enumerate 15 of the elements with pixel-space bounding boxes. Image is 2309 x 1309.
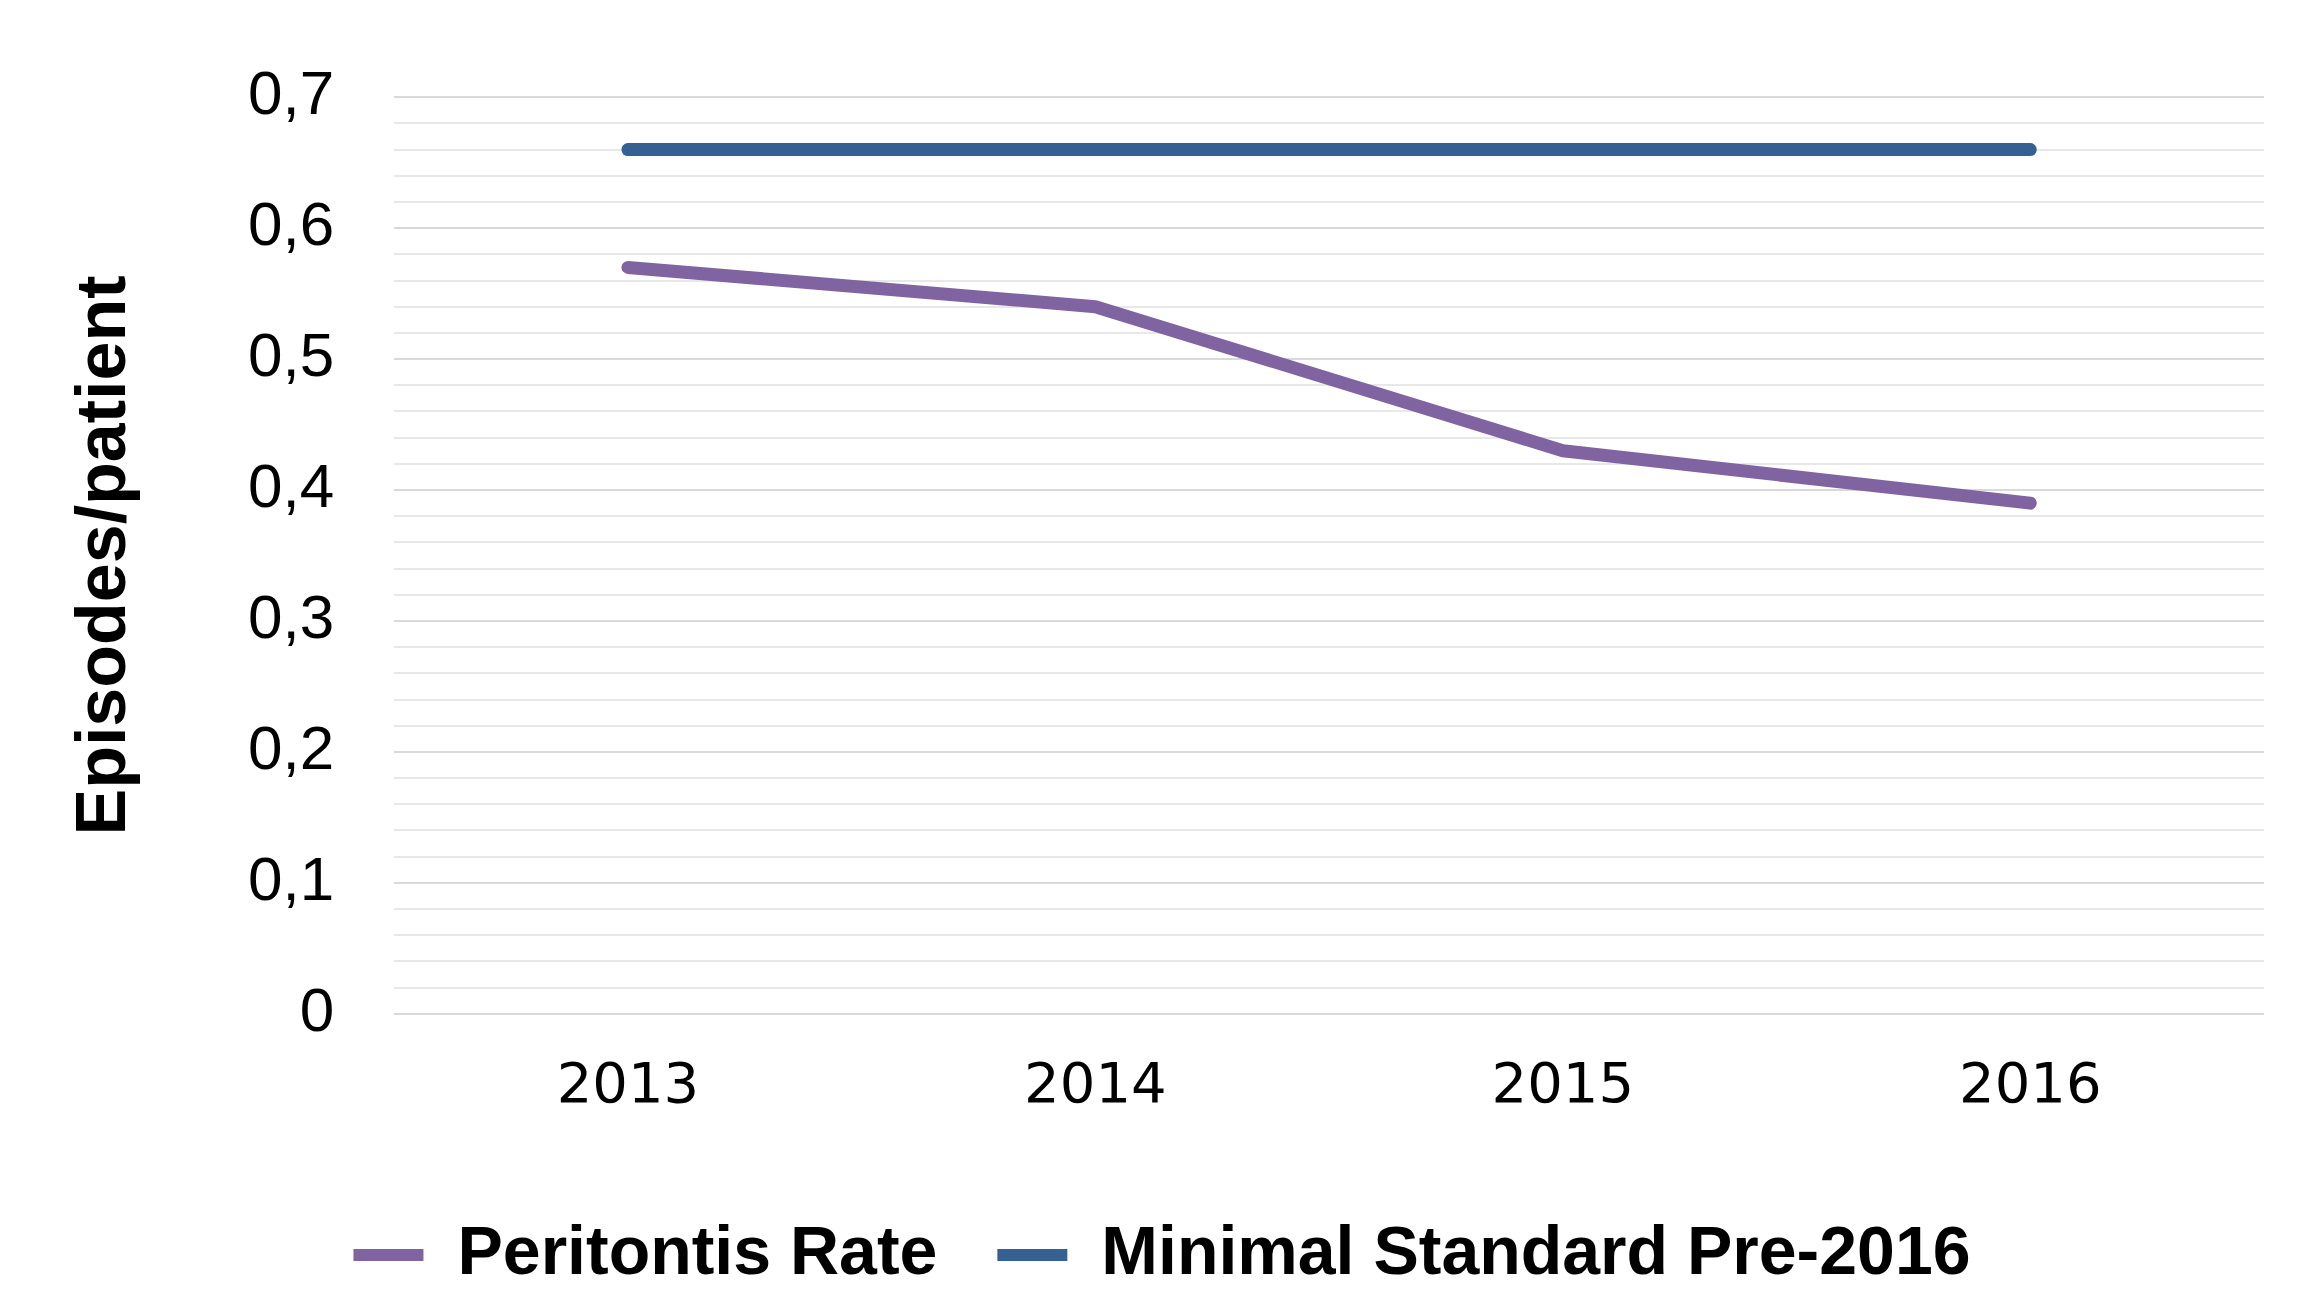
x-tick-label: 2013: [556, 1049, 700, 1115]
x-tick-label: 2016: [1959, 1049, 2102, 1115]
legend-label: Peritontis Rate: [457, 1211, 938, 1288]
y-tick-label: 0,4: [247, 451, 335, 521]
legend-label: Minimal Standard Pre-2016: [1101, 1211, 1971, 1288]
y-tick-label: 0,6: [247, 189, 335, 259]
y-tick-label: 0,2: [247, 713, 335, 783]
y-tick-label: 0,3: [247, 582, 335, 652]
x-tick-label: 2015: [1491, 1049, 1635, 1115]
x-tick-label: 2014: [1024, 1049, 1167, 1115]
y-axis-title: Episodes/patient: [62, 275, 141, 836]
y-tick-label: 0,1: [247, 843, 335, 913]
y-tick-label: 0,7: [247, 58, 335, 128]
y-tick-label: 0: [299, 974, 335, 1044]
y-tick-label: 0,5: [247, 320, 335, 390]
